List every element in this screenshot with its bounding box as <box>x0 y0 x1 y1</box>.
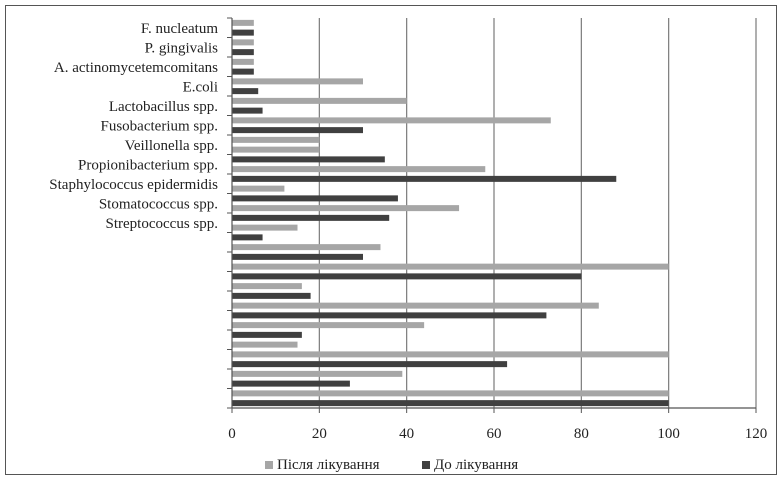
axes <box>227 17 757 413</box>
legend-swatch-before <box>422 461 430 469</box>
bar-after-34 <box>232 351 669 358</box>
x-tick-label-6: 120 <box>745 426 768 442</box>
bar-after-31 <box>232 322 425 329</box>
bars <box>232 19 669 407</box>
bar-before-22 <box>232 234 263 241</box>
category-label-3: E.coli <box>183 79 218 95</box>
bar-after-25 <box>232 263 669 270</box>
bar-before-14 <box>232 156 385 163</box>
bar-after-17 <box>232 185 285 192</box>
bar-before-24 <box>232 253 363 260</box>
bar-after-0 <box>232 19 254 26</box>
bar-before-32 <box>232 331 302 338</box>
category-label-7: Propionibacterium spp. <box>78 157 218 173</box>
bar-after-19 <box>232 205 460 212</box>
category-label-4: Lactobacillus spp. <box>109 99 218 115</box>
category-labels: F. nucleatum P. gingivalis A. actinomycete… <box>49 21 218 232</box>
bar-before-18 <box>232 195 398 202</box>
bar-before-39 <box>232 400 669 407</box>
bar-after-2 <box>232 39 254 46</box>
bar-after-13 <box>232 146 320 153</box>
bar-before-5 <box>232 68 254 75</box>
bar-after-21 <box>232 224 298 231</box>
x-tick-labels: 0 20 40 60 80 100 120 <box>228 426 767 442</box>
bar-before-11 <box>232 127 363 134</box>
bar-before-3 <box>232 49 254 56</box>
bar-after-23 <box>232 244 381 251</box>
x-tick-label-5: 100 <box>657 426 680 442</box>
bar-before-35 <box>232 361 508 368</box>
bar-after-8 <box>232 97 407 104</box>
x-tick-label-2: 40 <box>399 426 414 442</box>
bar-after-12 <box>232 136 320 143</box>
bar-after-4 <box>232 58 254 65</box>
category-label-6: Veillonella spp. <box>125 138 218 154</box>
grid-lines <box>318 18 757 408</box>
bar-after-15 <box>232 166 486 173</box>
x-tick-label-1: 20 <box>312 426 327 442</box>
category-label-1: P. gingivalis <box>145 40 219 56</box>
chart-frame <box>5 5 777 475</box>
bar-after-6 <box>232 78 363 85</box>
bar-before-7 <box>232 88 259 95</box>
bar-before-16 <box>232 175 617 182</box>
x-tick-label-0: 0 <box>228 426 236 442</box>
bar-before-1 <box>232 29 254 36</box>
category-label-8: Staphylococcus epidermidis <box>49 177 218 193</box>
legend-label-after: Після лікування <box>277 457 380 473</box>
bar-before-9 <box>232 107 263 114</box>
legend-swatch-after <box>265 461 273 469</box>
bar-before-30 <box>232 312 547 319</box>
bar-before-28 <box>232 292 311 299</box>
legend: Після лікування До лікування <box>265 457 518 473</box>
bar-after-36 <box>232 370 403 377</box>
legend-label-before: До лікування <box>434 457 518 473</box>
bar-after-29 <box>232 302 599 309</box>
category-label-5: Fusobacterium spp. <box>101 118 219 134</box>
bar-after-38 <box>232 390 669 397</box>
category-label-9: Stomatococcus spp. <box>99 196 218 212</box>
bar-before-20 <box>232 214 390 221</box>
bar-after-33 <box>232 341 298 348</box>
bar-before-26 <box>232 273 582 280</box>
category-label-10: Streptococcus spp. <box>106 216 218 232</box>
category-label-2: A. actinomycetemcomitans <box>54 60 218 76</box>
bar-before-37 <box>232 380 350 387</box>
category-label-0: F. nucleatum <box>141 21 218 37</box>
x-tick-label-3: 60 <box>487 426 502 442</box>
bar-after-27 <box>232 283 302 290</box>
x-tick-label-4: 80 <box>574 426 589 442</box>
bar-after-10 <box>232 117 551 124</box>
